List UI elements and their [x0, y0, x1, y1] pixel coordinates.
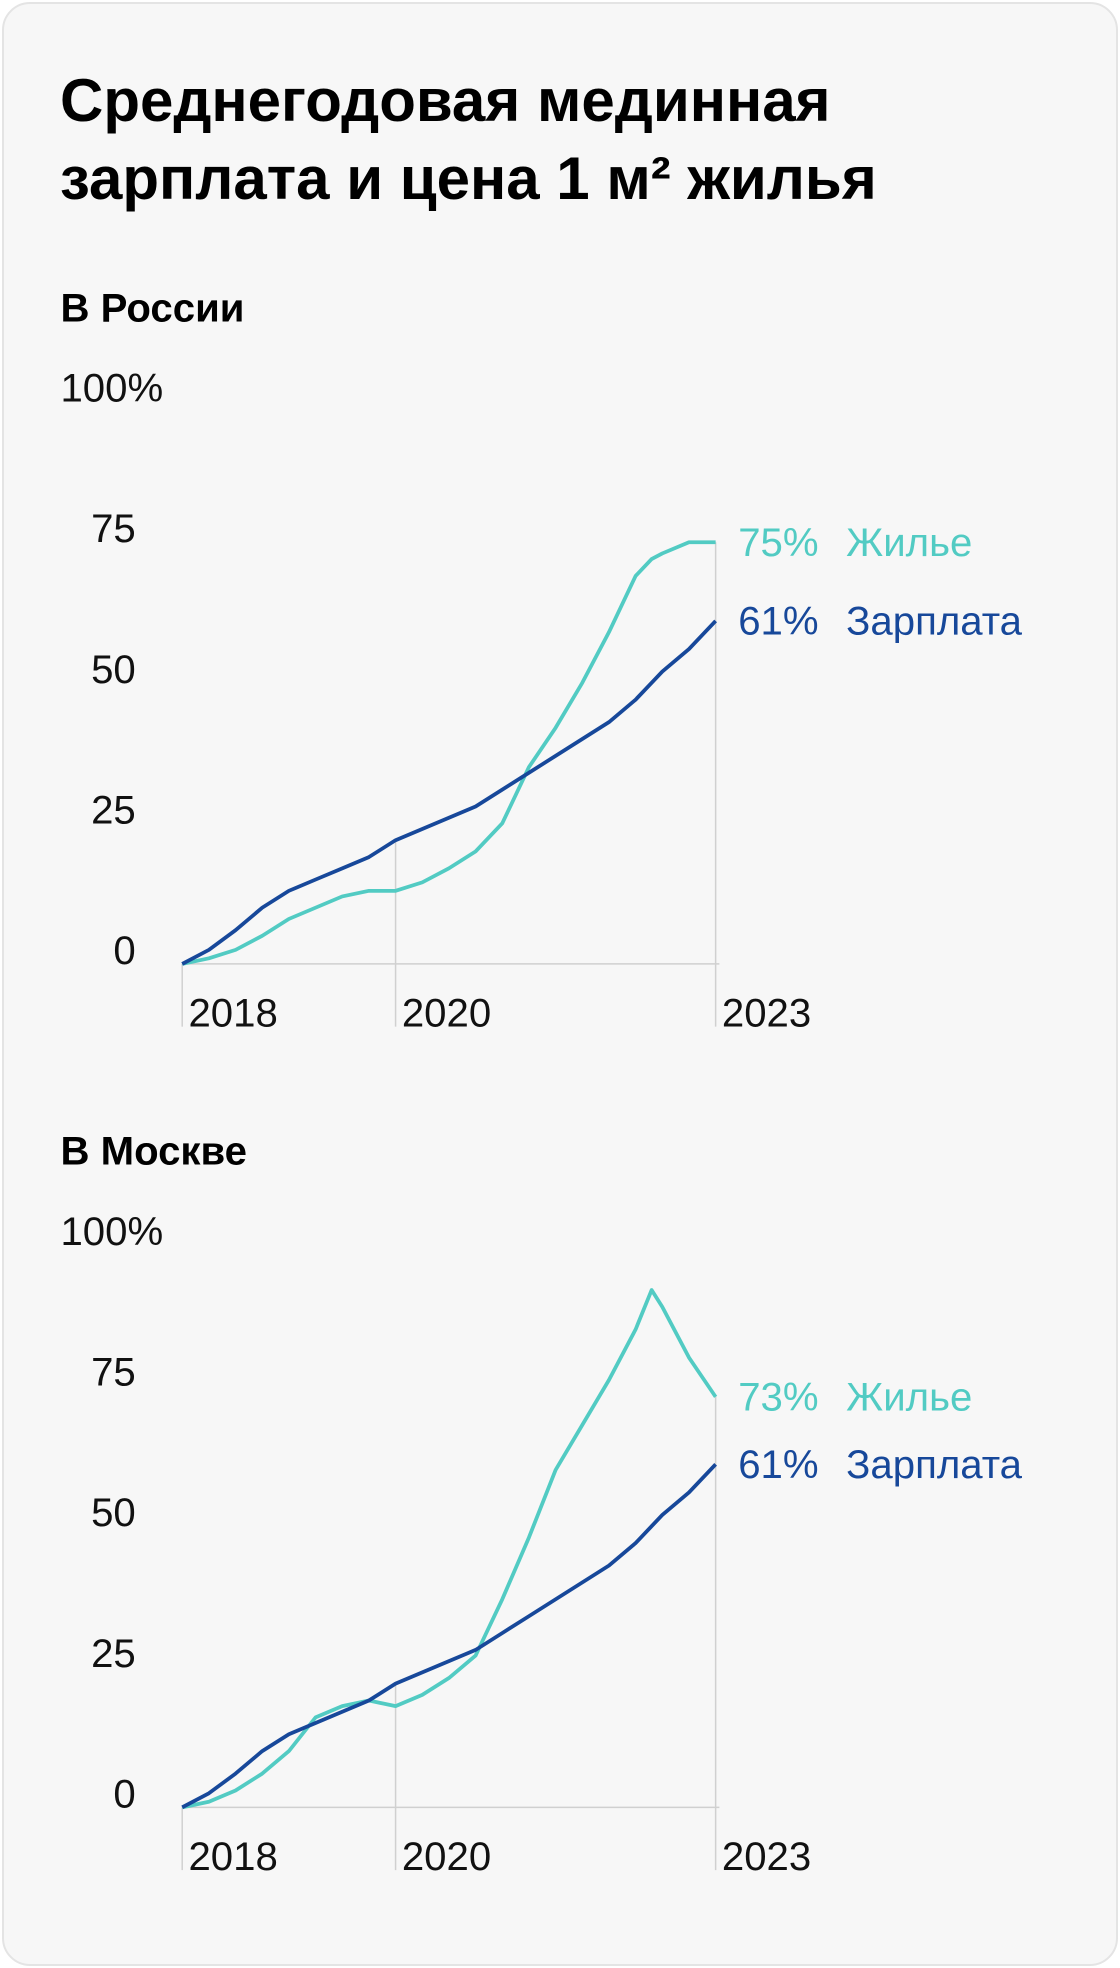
legend-label: Зарплата: [846, 599, 1022, 644]
x-tick-label: 2018: [188, 1834, 277, 1879]
x-tick-label: 2023: [722, 991, 811, 1036]
y-tick-label: 25: [91, 1631, 136, 1676]
x-tick-label: 2023: [722, 1834, 811, 1879]
x-tick-label: 2020: [402, 991, 491, 1036]
value-label: 61%: [738, 599, 818, 644]
y-tick-label: 0: [113, 1771, 135, 1816]
y-tick-label: 50: [91, 1490, 136, 1535]
x-tick-label: 2018: [188, 991, 277, 1036]
y-tick-label: 100%: [60, 366, 163, 411]
series-line: [181, 1288, 718, 1810]
series-line: [181, 619, 717, 966]
y-tick-label: 75: [91, 1350, 136, 1395]
legend-label: Жилье: [846, 1375, 972, 1420]
subtitle: В России: [60, 285, 244, 330]
y-tick-label: 50: [91, 647, 136, 692]
y-tick-label: 0: [113, 928, 135, 973]
subtitle: В Москве: [60, 1129, 247, 1174]
y-tick-label: 100%: [60, 1209, 163, 1254]
title: Среднегодовая мединная зарплата и цена 1…: [60, 67, 877, 212]
value-label: 75%: [738, 520, 818, 565]
value-label: 61%: [738, 1442, 818, 1487]
legend-label: Зарплата: [846, 1442, 1022, 1487]
y-tick-label: 25: [91, 787, 136, 832]
value-label: 73%: [738, 1375, 818, 1420]
x-tick-label: 2020: [402, 1834, 491, 1879]
y-tick-label: 75: [91, 506, 136, 551]
legend-label: Жилье: [846, 520, 972, 565]
series-line: [181, 540, 716, 966]
series-line: [181, 1463, 717, 1810]
